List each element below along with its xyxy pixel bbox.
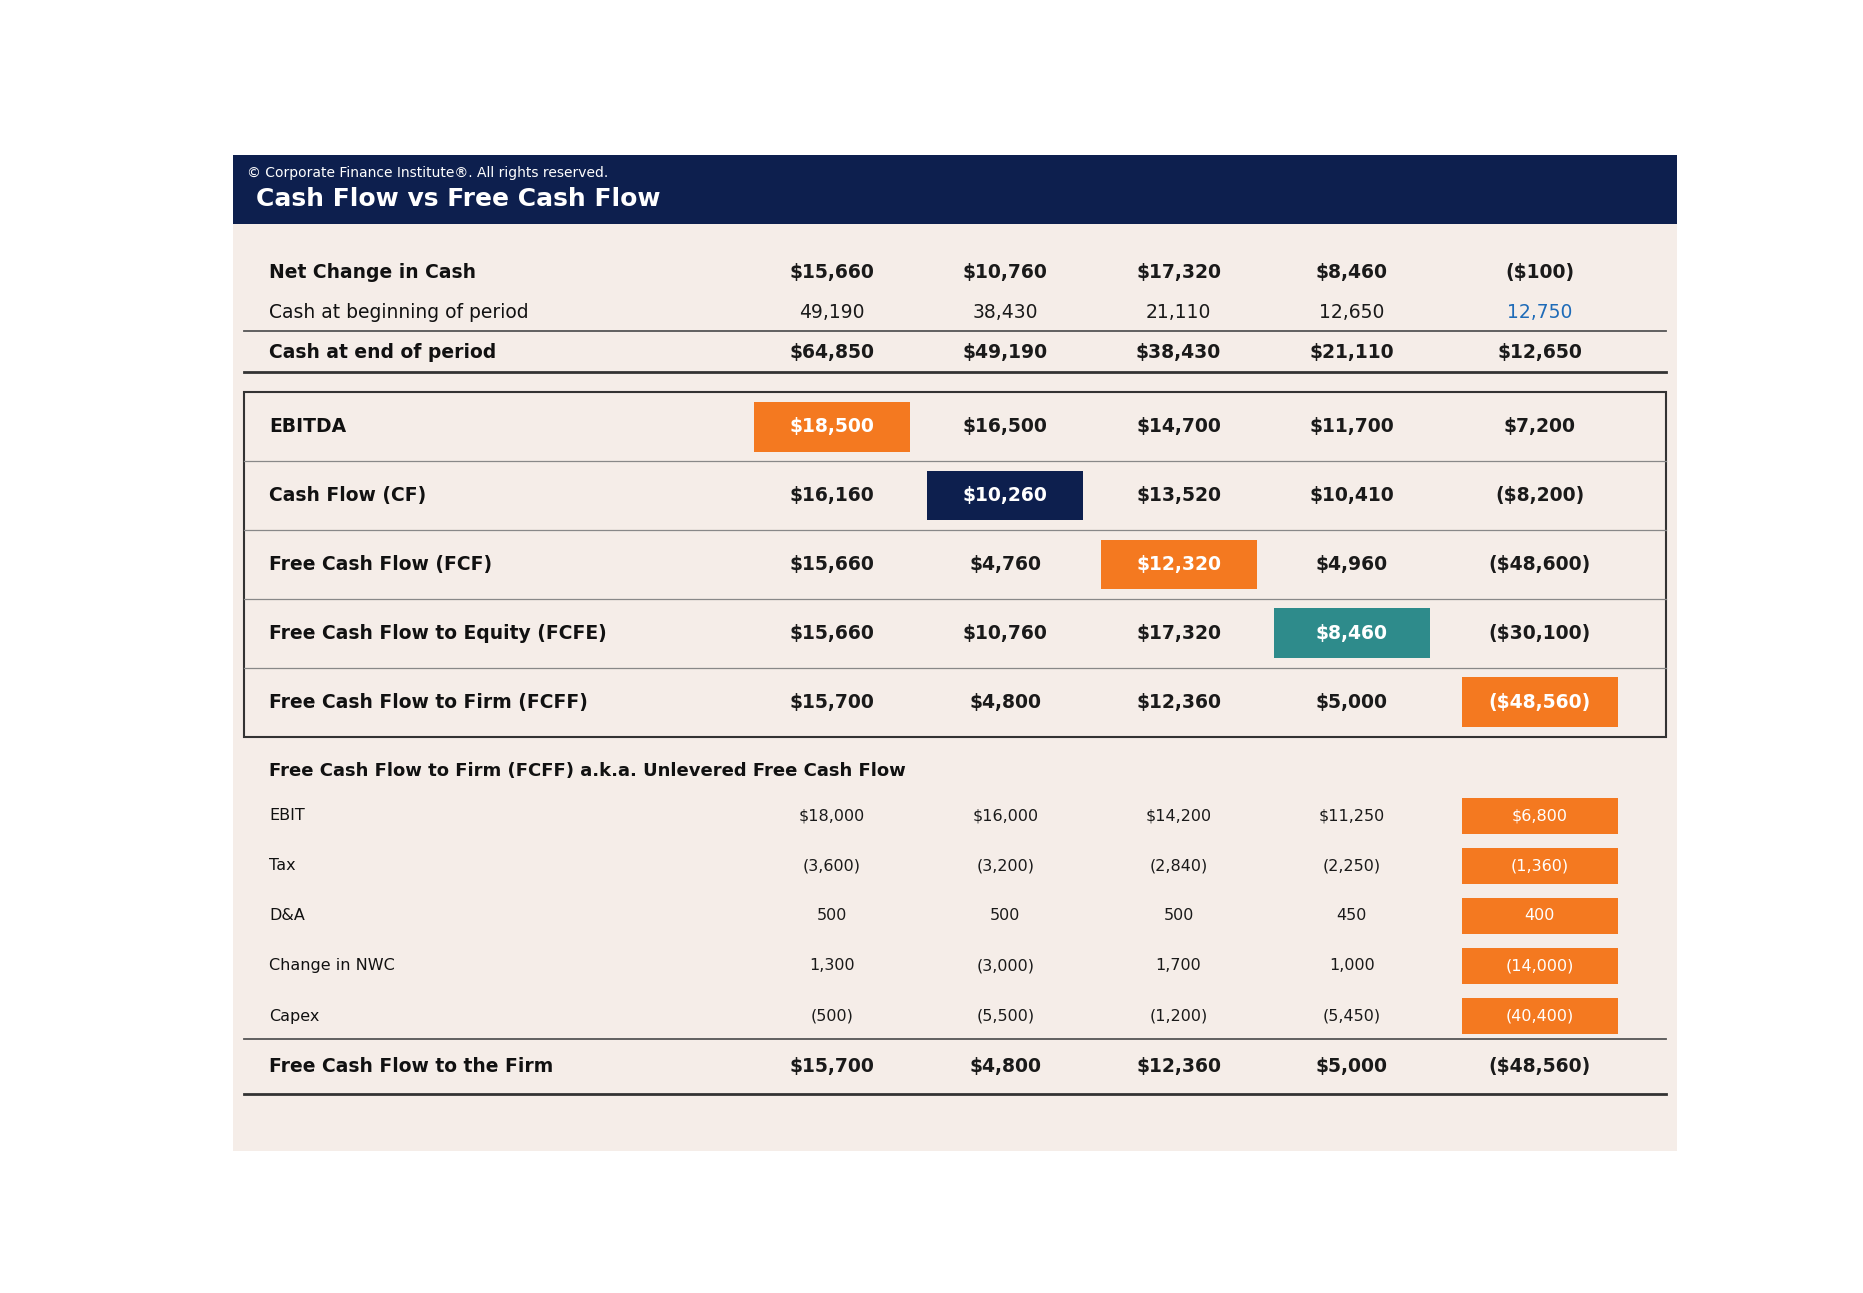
Text: $8,460: $8,460 <box>1315 623 1388 643</box>
Bar <box>1462 848 1617 884</box>
Text: ($48,600): ($48,600) <box>1489 555 1591 574</box>
Text: ($30,100): ($30,100) <box>1489 623 1591 643</box>
Text: $10,760: $10,760 <box>963 623 1047 643</box>
Text: $13,520: $13,520 <box>1136 486 1220 506</box>
Bar <box>1462 678 1617 727</box>
Text: $15,700: $15,700 <box>790 693 874 711</box>
Bar <box>1274 609 1429 658</box>
Text: $16,500: $16,500 <box>963 418 1047 436</box>
Text: (1,360): (1,360) <box>1511 859 1569 873</box>
Text: $10,760: $10,760 <box>963 262 1047 282</box>
Text: $18,000: $18,000 <box>799 808 864 824</box>
Text: Change in NWC: Change in NWC <box>268 958 395 974</box>
Text: Free Cash Flow (FCF): Free Cash Flow (FCF) <box>268 555 492 574</box>
Text: Capex: Capex <box>268 1009 319 1024</box>
Text: Free Cash Flow to the Firm: Free Cash Flow to the Firm <box>268 1056 553 1076</box>
Text: $7,200: $7,200 <box>1503 418 1576 436</box>
Text: $15,660: $15,660 <box>790 262 874 282</box>
Bar <box>1462 948 1617 984</box>
Text: (5,500): (5,500) <box>976 1009 1034 1024</box>
Text: ($48,560): ($48,560) <box>1489 1056 1591 1076</box>
Text: 450: 450 <box>1336 909 1367 923</box>
Text: 38,430: 38,430 <box>972 303 1038 322</box>
Text: Tax: Tax <box>268 859 296 873</box>
Text: $16,000: $16,000 <box>972 808 1038 824</box>
Text: EBIT: EBIT <box>268 808 306 824</box>
Text: $8,460: $8,460 <box>1315 262 1388 282</box>
Text: $21,110: $21,110 <box>1310 343 1394 362</box>
Text: $49,190: $49,190 <box>963 343 1047 362</box>
Text: 12,650: 12,650 <box>1319 303 1384 322</box>
Text: 500: 500 <box>816 909 848 923</box>
Text: $6,800: $6,800 <box>1511 808 1567 824</box>
Bar <box>1462 998 1617 1034</box>
Text: $5,000: $5,000 <box>1315 1056 1388 1076</box>
Text: $15,660: $15,660 <box>790 555 874 574</box>
Text: (1,200): (1,200) <box>1149 1009 1207 1024</box>
Text: ($100): ($100) <box>1505 262 1574 282</box>
Bar <box>755 402 909 451</box>
Text: $11,700: $11,700 <box>1310 418 1394 436</box>
Text: 400: 400 <box>1524 909 1556 923</box>
Text: Cash Flow (CF): Cash Flow (CF) <box>268 486 427 506</box>
Text: $64,850: $64,850 <box>790 343 874 362</box>
Text: © Corporate Finance Institute®. All rights reserved.: © Corporate Finance Institute®. All righ… <box>246 166 607 180</box>
Text: $4,800: $4,800 <box>969 693 1041 711</box>
Text: $15,700: $15,700 <box>790 1056 874 1076</box>
Text: $5,000: $5,000 <box>1315 693 1388 711</box>
Text: $11,250: $11,250 <box>1319 808 1384 824</box>
Text: Free Cash Flow to Firm (FCFF) a.k.a. Unlevered Free Cash Flow: Free Cash Flow to Firm (FCFF) a.k.a. Unl… <box>268 762 905 780</box>
Text: $15,660: $15,660 <box>790 623 874 643</box>
Bar <box>928 471 1082 520</box>
Text: (14,000): (14,000) <box>1505 958 1574 974</box>
Text: $4,960: $4,960 <box>1315 555 1388 574</box>
Text: ($8,200): ($8,200) <box>1494 486 1584 506</box>
Text: $17,320: $17,320 <box>1136 262 1220 282</box>
Text: 21,110: 21,110 <box>1146 303 1211 322</box>
Text: $12,360: $12,360 <box>1136 693 1220 711</box>
Text: EBITDA: EBITDA <box>268 418 347 436</box>
Text: $10,410: $10,410 <box>1310 486 1394 506</box>
Text: $4,800: $4,800 <box>969 1056 1041 1076</box>
Text: 49,190: 49,190 <box>799 303 864 322</box>
Text: (2,840): (2,840) <box>1149 859 1207 873</box>
Text: $14,200: $14,200 <box>1146 808 1211 824</box>
Text: $12,360: $12,360 <box>1136 1056 1220 1076</box>
Text: (40,400): (40,400) <box>1505 1009 1574 1024</box>
Text: (3,200): (3,200) <box>976 859 1034 873</box>
Bar <box>1101 539 1256 590</box>
Text: ($48,560): ($48,560) <box>1489 693 1591 711</box>
Text: Free Cash Flow to Equity (FCFE): Free Cash Flow to Equity (FCFE) <box>268 623 607 643</box>
Text: $14,700: $14,700 <box>1136 418 1220 436</box>
Text: $12,650: $12,650 <box>1498 343 1582 362</box>
Text: $10,260: $10,260 <box>963 486 1047 506</box>
Text: $17,320: $17,320 <box>1136 623 1220 643</box>
Text: $4,760: $4,760 <box>969 555 1041 574</box>
Text: 1,000: 1,000 <box>1328 958 1375 974</box>
Text: Cash at beginning of period: Cash at beginning of period <box>268 303 529 322</box>
Text: $16,160: $16,160 <box>790 486 874 506</box>
Text: (3,000): (3,000) <box>976 958 1034 974</box>
Text: $18,500: $18,500 <box>790 418 874 436</box>
Text: Net Change in Cash: Net Change in Cash <box>268 262 475 282</box>
Text: D&A: D&A <box>268 909 306 923</box>
Text: (500): (500) <box>810 1009 853 1024</box>
Text: (5,450): (5,450) <box>1323 1009 1380 1024</box>
Text: Cash Flow vs Free Cash Flow: Cash Flow vs Free Cash Flow <box>255 187 661 212</box>
Text: Cash at end of period: Cash at end of period <box>268 343 496 362</box>
Text: Free Cash Flow to Firm (FCFF): Free Cash Flow to Firm (FCFF) <box>268 693 589 711</box>
Text: 1,700: 1,700 <box>1155 958 1202 974</box>
Text: (3,600): (3,600) <box>803 859 861 873</box>
Text: 12,750: 12,750 <box>1507 303 1572 322</box>
Text: 500: 500 <box>1163 909 1194 923</box>
Bar <box>244 392 1666 737</box>
Text: 500: 500 <box>989 909 1021 923</box>
Text: $12,320: $12,320 <box>1136 555 1220 574</box>
Bar <box>1462 798 1617 834</box>
Text: 1,300: 1,300 <box>809 958 855 974</box>
Text: $38,430: $38,430 <box>1136 343 1222 362</box>
Bar <box>1462 897 1617 934</box>
Text: (2,250): (2,250) <box>1323 859 1380 873</box>
Bar <box>233 155 1677 225</box>
